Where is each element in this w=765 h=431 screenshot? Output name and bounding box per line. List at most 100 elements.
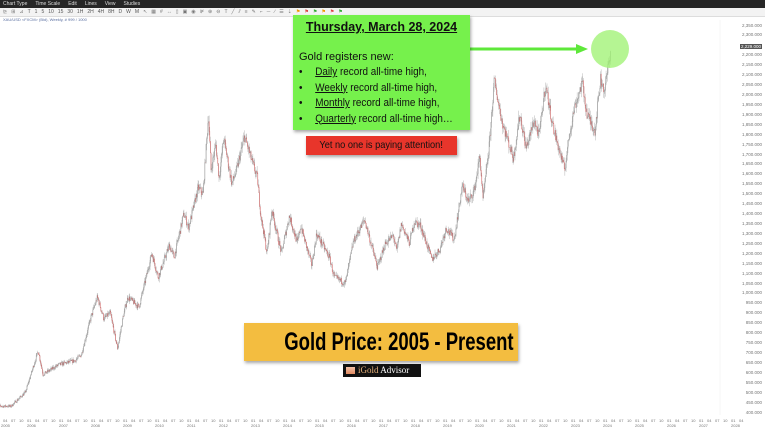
month-tick-label: 10 (275, 418, 280, 423)
price-tick-label: 1,700.000 (741, 151, 762, 157)
price-tick-label: 800.000 (745, 330, 762, 336)
month-tick-label: 07 (11, 418, 16, 423)
buy-icon[interactable]: ⚑ (304, 8, 309, 15)
interval-d[interactable]: D (118, 8, 123, 15)
trash-icon[interactable]: ▯ (175, 8, 179, 15)
crosshair-icon[interactable]: # (160, 8, 163, 15)
price-tick-label: 750.000 (745, 340, 762, 346)
interval-w[interactable]: W (126, 8, 131, 15)
interval-1h[interactable]: 1H (76, 8, 84, 15)
alert-icon[interactable]: ⚑ (295, 8, 301, 15)
year-tick-label: 2023 (571, 423, 580, 428)
month-tick-label: 10 (307, 418, 312, 423)
cursor-icon[interactable]: ↖ (143, 8, 148, 15)
month-tick-label: 07 (75, 418, 80, 423)
menu-view[interactable]: View (104, 1, 116, 7)
price-tick-label: 1,100.000 (741, 270, 762, 276)
month-tick-label: 10 (435, 418, 440, 423)
interval-4h[interactable]: 4H (97, 8, 105, 15)
month-tick-label: 04 (131, 418, 136, 423)
save-icon[interactable]: ▣ (182, 8, 188, 15)
menu-chart-type[interactable]: Chart Type (3, 1, 28, 7)
zoom-in-icon[interactable]: ⊕ (208, 8, 213, 15)
bar-chart-icon[interactable]: ⊵ (3, 8, 8, 15)
interval-t[interactable]: T (27, 8, 31, 15)
month-tick-label: 01 (667, 418, 672, 423)
calendar-icon[interactable]: ▦ (151, 8, 157, 15)
flag-icon[interactable]: ⚑ (329, 8, 335, 15)
interval-5[interactable]: 5 (41, 8, 45, 15)
price-tick-label: 1,600.000 (741, 171, 762, 177)
month-tick-label: 07 (171, 418, 176, 423)
year-tick-label: 2024 (603, 423, 612, 428)
menu-lines[interactable]: Lines (84, 1, 97, 7)
price-tick-label: 1,850.000 (741, 121, 762, 127)
menu-studies[interactable]: Studies (123, 1, 141, 7)
month-tick-label: 07 (331, 418, 336, 423)
record-item-daily: • Daily record all-time high, (299, 65, 453, 81)
interval-1[interactable]: 1 (34, 8, 38, 15)
symbol-info: XAU/USD <FXCM> (Bid), Weekly, # 999 / 10… (3, 17, 87, 22)
measure-icon[interactable]: ↔ (166, 8, 172, 15)
month-tick-label: 07 (651, 418, 656, 423)
zoom-out-icon[interactable]: ⊖ (216, 8, 221, 15)
interval-15[interactable]: 15 (57, 8, 64, 15)
month-tick-label: 01 (91, 418, 96, 423)
record-period: Daily (315, 66, 338, 78)
month-tick-label: 10 (243, 418, 248, 423)
download-icon[interactable]: ⇣ (287, 8, 292, 15)
interval-m[interactable]: M (134, 8, 140, 15)
month-tick-label: 04 (579, 418, 584, 423)
year-tick-label: 2028 (731, 423, 740, 428)
bullet: • (299, 81, 303, 94)
year-tick-label: 2026 (667, 423, 676, 428)
trendline-icon[interactable]: ╱ (231, 8, 235, 15)
month-tick-label: 04 (675, 418, 680, 423)
year-tick-label: 2016 (347, 423, 356, 428)
ray-icon[interactable]: ⌐ (259, 8, 263, 15)
flag-icon[interactable]: ⚑ (338, 8, 343, 15)
pencil-icon[interactable]: ✎ (251, 8, 256, 15)
month-tick-label: 01 (411, 418, 416, 423)
compare-icon[interactable]: ⊯ (199, 8, 205, 15)
candle-chart-icon[interactable]: ⊞ (11, 8, 16, 15)
menu-time-scale[interactable]: Time Scale (35, 1, 61, 7)
record-period: Monthly (315, 97, 350, 109)
hline-icon[interactable]: ─ (266, 8, 271, 15)
text-tool-icon[interactable]: T (224, 8, 228, 15)
interval-2h[interactable]: 2H (87, 8, 94, 15)
record-text: record all-time high, (349, 97, 440, 109)
price-tick-label: 1,300.000 (741, 230, 762, 236)
price-tick-label: 2,050.000 (741, 82, 762, 88)
month-tick-label: 10 (723, 418, 728, 423)
month-tick-label: 07 (107, 418, 112, 423)
month-tick-label: 07 (235, 418, 240, 423)
price-tick-label: 2,100.000 (741, 72, 762, 78)
current-price-label: 2,229.000 (739, 44, 762, 50)
channel-icon[interactable]: ⫽ (238, 8, 241, 15)
layers-icon[interactable]: ☰ (279, 8, 284, 15)
camera-icon[interactable]: ◉ (191, 8, 196, 15)
month-tick-label: 07 (459, 418, 464, 423)
menu-edit[interactable]: Edit (68, 1, 77, 7)
interval-30[interactable]: 30 (67, 8, 73, 15)
month-tick-label: 10 (83, 418, 88, 423)
record-item-weekly: • Weekly record all-time high, (299, 81, 453, 97)
month-tick-label: 01 (635, 418, 640, 423)
month-tick-label: 01 (219, 418, 224, 423)
month-tick-label: 04 (99, 418, 104, 423)
sell-icon[interactable]: ⚑ (312, 8, 318, 15)
record-period: Quarterly (315, 112, 356, 125)
record-period: Weekly (315, 81, 348, 94)
fib-icon[interactable]: ≡ (244, 8, 248, 15)
month-tick-label: 04 (163, 418, 168, 423)
year-tick-label: 2012 (219, 423, 228, 428)
brush-icon[interactable]: ∕ (274, 8, 276, 15)
price-tick-label: 900.000 (745, 310, 762, 316)
flag-icon[interactable]: ⚑ (321, 8, 326, 15)
line-chart-icon[interactable]: ⊿ (19, 8, 24, 15)
interval-10[interactable]: 10 (48, 8, 54, 15)
year-tick-label: 2011 (187, 423, 196, 428)
interval-8h[interactable]: 8H (108, 8, 115, 15)
